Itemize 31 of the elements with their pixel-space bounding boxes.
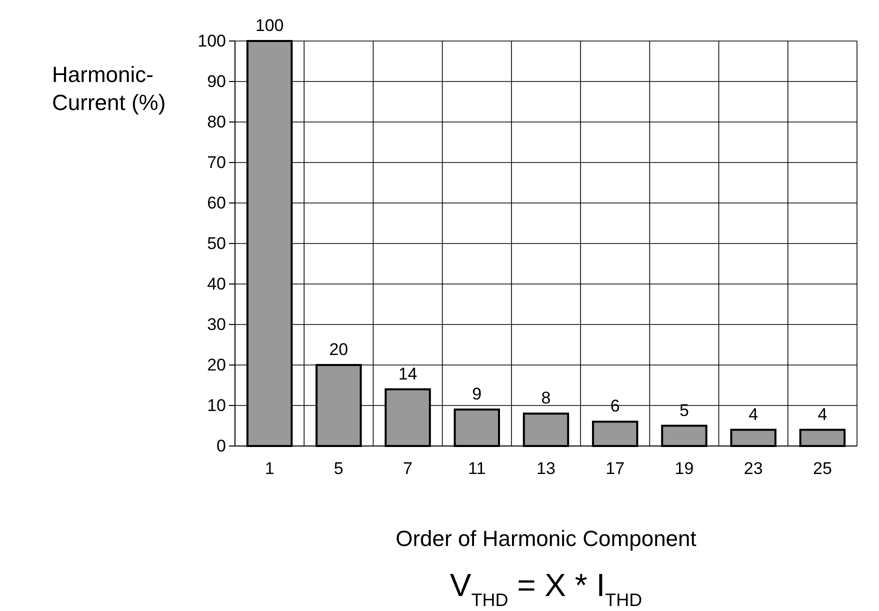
x-tick-label: 25 <box>812 459 832 478</box>
data-label: 4 <box>818 404 828 424</box>
x-tick-label: 1 <box>264 459 274 478</box>
data-label: 8 <box>541 388 551 408</box>
x-tick-label: 7 <box>403 459 413 478</box>
y-tick-label: 50 <box>207 234 226 253</box>
y-axis-title: Harmonic- Current (%) <box>52 62 166 115</box>
y-tick-label: 30 <box>207 314 226 334</box>
data-label: 14 <box>398 364 418 384</box>
y-tick-label: 0 <box>216 436 226 456</box>
y-tick-label: 100 <box>198 31 226 50</box>
y-tick-label: 80 <box>207 112 226 132</box>
x-tick-label: 17 <box>606 459 625 478</box>
y-tick-label: 70 <box>207 152 226 172</box>
data-label: 4 <box>748 404 758 424</box>
x-tick-label: 19 <box>674 459 694 478</box>
x-tick-label: 11 <box>468 459 486 478</box>
x-axis-title: Order of Harmonic Component <box>396 526 696 551</box>
x-tick-label: 13 <box>536 459 556 478</box>
text: V$_{THD}$ = X * I$_{THD}$ <box>450 567 642 610</box>
y-tick-label: 60 <box>207 193 226 212</box>
y-tick-label: 40 <box>207 274 226 294</box>
data-label: 20 <box>329 340 348 359</box>
y-tick-label: 90 <box>207 72 226 91</box>
y-tick-label: 10 <box>207 396 226 415</box>
y-tick-label: 20 <box>207 355 226 374</box>
data-label: 5 <box>679 400 689 420</box>
data-label: 100 <box>255 16 284 35</box>
x-tick-label: 23 <box>744 459 763 478</box>
data-label: 9 <box>472 384 482 404</box>
x-tick-label: 5 <box>334 459 344 478</box>
